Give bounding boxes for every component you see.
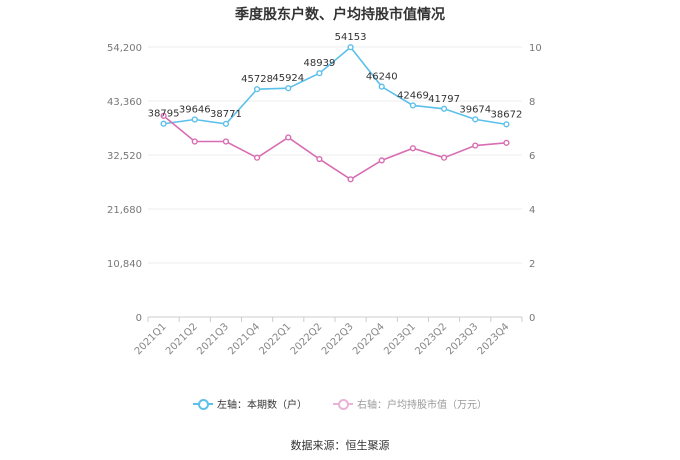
x-tick-label: 2023Q4 (476, 321, 512, 357)
data-label: 38771 (210, 109, 242, 120)
data-point-holders (503, 121, 510, 128)
x-tick-label: 2022Q3 (320, 321, 356, 357)
data-point-holders (222, 120, 230, 127)
x-tick-label: 2021Q1 (133, 321, 169, 357)
x-tick-label: 2021Q4 (226, 321, 262, 357)
data-point-avg-value (316, 155, 323, 163)
data-label: 45728 (241, 74, 273, 85)
series-line-holders (163, 46, 507, 126)
y-left-tick-label: 10,840 (107, 259, 142, 270)
legend-marker-right-icon (333, 398, 353, 410)
legend-item-left[interactable]: 左轴：本期数（户） (193, 396, 307, 411)
data-point-holders (253, 86, 261, 93)
data-point-avg-value (472, 142, 479, 149)
data-point-avg-value (253, 154, 261, 161)
data-label: 46240 (366, 72, 398, 83)
data-point-avg-value (503, 139, 510, 146)
y-left-tick-label: 43,360 (107, 97, 142, 108)
data-point-avg-value (222, 138, 230, 145)
y-right-tick-label: 6 (529, 151, 535, 162)
data-label: 38672 (491, 109, 523, 120)
data-point-holders (378, 83, 385, 90)
data-label: 41797 (428, 94, 460, 105)
data-point-avg-value (285, 134, 292, 141)
legend-label-left: 左轴：本期数（户） (217, 400, 307, 411)
y-right-tick-label: 8 (529, 97, 535, 108)
x-tick-label: 2023Q3 (445, 321, 481, 357)
x-tick-label: 2023Q1 (382, 321, 418, 357)
y-right-tick-label: 4 (529, 205, 535, 216)
data-label: 48939 (304, 58, 336, 69)
legend-label-right: 右轴：户均持股市值（万元） (357, 400, 487, 411)
data-label: 54153 (335, 32, 367, 43)
legend-item-right[interactable]: 右轴：户均持股市值（万元） (333, 396, 487, 411)
data-label: 39646 (179, 105, 211, 116)
data-label: 45924 (272, 73, 304, 84)
data-point-holders (440, 105, 448, 112)
data-source: 数据来源：恒生聚源 (290, 439, 390, 452)
data-point-holders (472, 116, 479, 123)
data-point-holders (316, 70, 323, 77)
legend: 左轴：本期数（户） 右轴：户均持股市值（万元） (0, 396, 680, 411)
y-right-tick-label: 0 (529, 313, 535, 324)
data-point-avg-value (440, 154, 448, 161)
x-tick-label: 2022Q2 (289, 321, 325, 357)
legend-marker-left-icon (193, 398, 213, 410)
data-point-holders (285, 85, 292, 92)
data-point-holders (191, 116, 198, 123)
y-left-tick-label: 54,200 (107, 43, 142, 54)
y-left-tick-label: 21,680 (107, 205, 142, 216)
data-point-avg-value (409, 145, 417, 152)
x-tick-label: 2022Q4 (351, 321, 387, 357)
chart-title: 季度股东户数、户均持股市值情况 (235, 7, 445, 23)
data-point-avg-value (347, 176, 354, 183)
x-tick-label: 2022Q1 (258, 321, 294, 357)
data-point-holders (160, 120, 167, 127)
data-point-avg-value (378, 157, 385, 164)
y-right-tick-label: 10 (529, 43, 542, 54)
series-line-avg-value (163, 115, 507, 181)
y-left-tick-label: 0 (136, 313, 142, 324)
y-left-tick-label: 32,520 (107, 151, 142, 162)
data-point-holders (409, 102, 417, 109)
x-tick-label: 2021Q2 (164, 321, 200, 357)
x-tick-label: 2021Q3 (195, 321, 231, 357)
x-tick-label: 2023Q2 (413, 321, 449, 357)
y-right-tick-label: 2 (529, 259, 535, 270)
data-point-avg-value (160, 112, 167, 119)
data-label: 39674 (459, 104, 491, 115)
data-label: 42469 (397, 90, 429, 101)
data-point-avg-value (191, 138, 198, 145)
data-label: 38795 (148, 109, 180, 120)
data-point-holders (347, 44, 354, 51)
